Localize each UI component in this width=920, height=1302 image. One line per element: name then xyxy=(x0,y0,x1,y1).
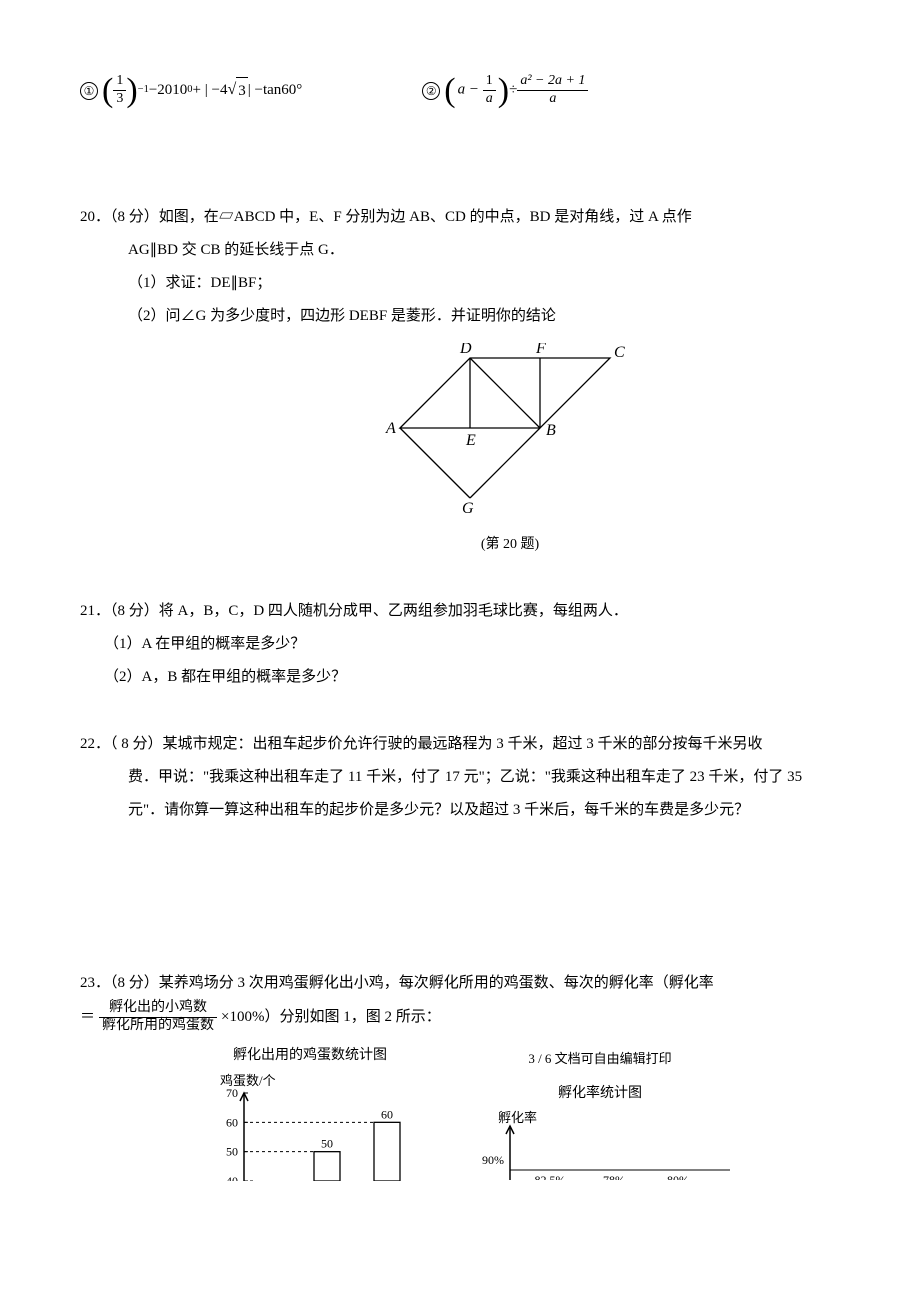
p23-tail: ×100%）分别如图 1，图 2 所示： xyxy=(221,1001,441,1034)
p21-q2: （2）A，B 都在甲组的概率是多少？ xyxy=(104,661,840,694)
rparen-icon: ) xyxy=(126,60,137,121)
p20-caption: (第 20 题) xyxy=(180,530,840,561)
p22-line2: 费．甲说："我乘这种出租车走了 11 千米，付了 17 元"；乙说："我乘这种出… xyxy=(128,761,840,794)
svg-text:82.5%: 82.5% xyxy=(535,1173,566,1180)
fraction-inner: 1 a xyxy=(483,73,496,108)
svg-text:80%: 80% xyxy=(667,1173,689,1180)
svg-text:78%: 78% xyxy=(603,1173,625,1180)
label-C: C xyxy=(614,344,625,361)
minus-2010: −2010 xyxy=(149,77,187,104)
p20-diagram: A B C D E F G (第 20 题) xyxy=(180,343,840,561)
svg-text:70: 70 xyxy=(226,1086,238,1100)
svg-text:50: 50 xyxy=(226,1145,238,1159)
p20-line2: AG∥BD 交 CB 的延长线于点 G． xyxy=(128,234,840,267)
sqrt-prefix: + | −4 xyxy=(193,77,228,104)
p22-stem: 22．（ 8 分）某城市规定：出租车起步价允许行驶的最远路程为 3 千米，超过 … xyxy=(80,728,840,761)
svg-text:50: 50 xyxy=(321,1137,333,1151)
svg-text:90%: 90% xyxy=(482,1153,504,1167)
charts-row: 孵化出用的鸡蛋数统计图 鸡蛋数/个405060705060 3 / 6 文档可自… xyxy=(80,1041,840,1195)
label-B: B xyxy=(546,422,556,439)
parallelogram-diagram: A B C D E F G xyxy=(380,343,640,513)
marker-2: ② xyxy=(422,82,440,100)
sqrt-body: 3 xyxy=(236,77,248,105)
lparen-icon: ( xyxy=(444,60,455,121)
p23-formula: ＝ 孵化出的小鸡数 孵化所用的鸡蛋数 ×100%）分别如图 1，图 2 所示： xyxy=(80,1000,840,1035)
svg-text:60: 60 xyxy=(381,1108,393,1122)
divide-sign: ÷ xyxy=(509,77,517,104)
fraction-1: 1 3 xyxy=(113,73,126,108)
fraction-rhs: a² − 2a + 1 a xyxy=(517,73,588,108)
p20-q2: （2）问∠G 为多少度时，四边形 DEBF 是菱形．并证明你的结论 xyxy=(128,300,840,333)
p20-q1: （1）求证：DE∥BF； xyxy=(128,267,840,300)
rparen-icon: ) xyxy=(498,60,509,121)
svg-text:60: 60 xyxy=(226,1116,238,1130)
label-G: G xyxy=(462,500,474,513)
eq-sign: ＝ xyxy=(80,1001,95,1034)
radical-icon: √ xyxy=(227,76,236,105)
p21-q1: （1）A 在甲组的概率是多少？ xyxy=(104,628,840,661)
expression-2: ② ( a − 1 a ) ÷ a² − 2a + 1 a xyxy=(422,60,588,121)
chart2-title: 孵化率统计图 xyxy=(470,1079,730,1110)
problem-23: 23．（8 分）某养鸡场分 3 次用鸡蛋孵化出小鸡，每次孵化所用的鸡蛋数、每次的… xyxy=(80,967,840,1194)
svg-text:孵化率: 孵化率 xyxy=(498,1110,537,1125)
problem-20: 20．（8 分）如图，在▱ABCD 中，E、F 分别为边 AB、CD 的中点，B… xyxy=(80,201,840,561)
expression-row: ① ( 1 3 ) −1 −2010 0 + | −4 √3 | −tan60°… xyxy=(80,60,840,121)
svg-text:40: 40 xyxy=(226,1174,238,1181)
p20-stem: 20．（8 分）如图，在▱ABCD 中，E、F 分别为边 AB、CD 的中点，B… xyxy=(80,201,840,234)
lparen-icon: ( xyxy=(102,60,113,121)
label-F: F xyxy=(535,343,546,357)
label-A: A xyxy=(385,420,396,437)
p21-stem: 21．（8 分）将 A，B，C，D 四人随机分成甲、乙两组参加羽毛球比赛，每组两… xyxy=(80,595,840,628)
chart-2: 3 / 6 文档可自由编辑打印 孵化率统计图 孵化率 90% 82.5% 78% 80% xyxy=(470,1041,730,1195)
bar-chart-svg: 鸡蛋数/个405060705060 xyxy=(190,1071,430,1181)
problem-22: 22．（ 8 分）某城市规定：出租车起步价允许行驶的最远路程为 3 千米，超过 … xyxy=(80,728,840,827)
p22-line3: 元"．请你算一算这种出租车的起步价是多少元？以及超过 3 千米后，每千米的车费是… xyxy=(128,794,840,827)
expression-1: ① ( 1 3 ) −1 −2010 0 + | −4 √3 | −tan60° xyxy=(80,60,302,121)
inner-a: a − xyxy=(458,82,479,98)
chart1-title: 孵化出用的鸡蛋数统计图 xyxy=(190,1041,430,1072)
expr1-tail: | −tan60° xyxy=(248,77,303,104)
marker-1: ① xyxy=(80,82,98,100)
label-D: D xyxy=(459,343,472,357)
label-E: E xyxy=(465,432,476,449)
p23-stem: 23．（8 分）某养鸡场分 3 次用鸡蛋孵化出小鸡，每次孵化所用的鸡蛋数、每次的… xyxy=(80,967,840,1000)
chart-1: 孵化出用的鸡蛋数统计图 鸡蛋数/个405060705060 xyxy=(190,1041,430,1195)
line-chart-svg: 孵化率 90% 82.5% 78% 80% xyxy=(470,1110,730,1180)
exp-neg1: −1 xyxy=(138,81,149,100)
page-footer: 3 / 6 文档可自由编辑打印 xyxy=(470,1045,730,1074)
p23-fraction: 孵化出的小鸡数 孵化所用的鸡蛋数 xyxy=(99,1000,217,1035)
problem-21: 21．（8 分）将 A，B，C，D 四人随机分成甲、乙两组参加羽毛球比赛，每组两… xyxy=(80,595,840,694)
